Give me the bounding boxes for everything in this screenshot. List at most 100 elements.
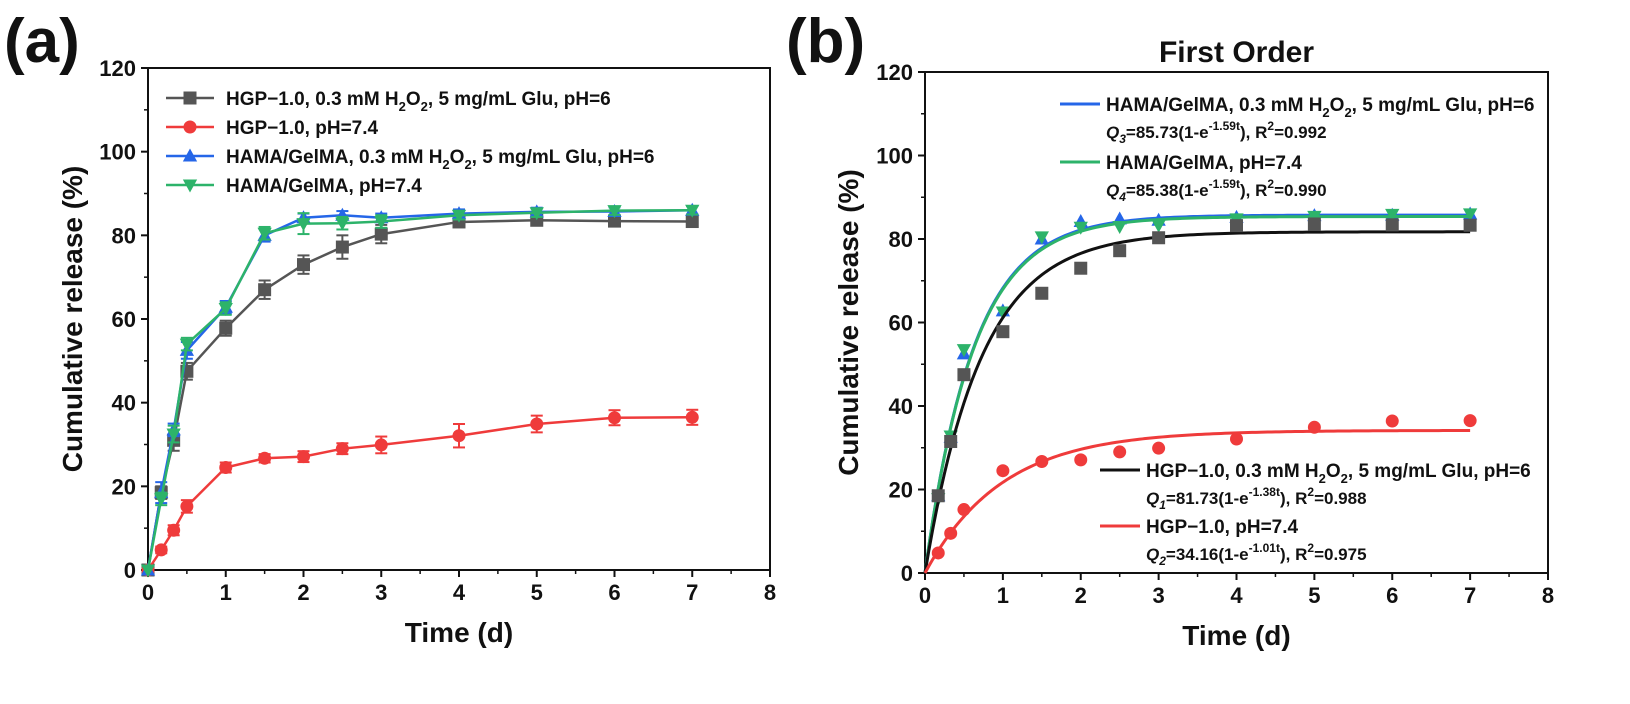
data-point (529, 207, 544, 221)
data-point (957, 503, 971, 517)
x-tick-label: 3 (1153, 583, 1165, 608)
data-point (995, 306, 1011, 320)
eq-q: Q (1106, 123, 1119, 142)
data-point (607, 205, 622, 219)
legend-label: HGP−1.0, 0.3 mM H2O2, 5 mg/mL Glu, pH=6 (226, 89, 611, 114)
data-point (685, 410, 699, 424)
chart-title: First Order (1159, 36, 1314, 69)
legend-label: HGP−1.0, 0.3 mM H2O2, 5 mg/mL Glu, pH=6 (1146, 461, 1531, 486)
legend-text-sub2: 2 (1344, 105, 1351, 120)
legend-text-tail: O (406, 89, 421, 110)
x-tick-label: 7 (1464, 583, 1476, 608)
eq-mid: =34.16(1-e (1166, 545, 1249, 564)
series-line (146, 416, 693, 571)
series-a-3 (140, 204, 700, 578)
series-a-2 (140, 202, 700, 576)
legend-text-tail: O (450, 147, 465, 168)
data-point (1230, 432, 1243, 446)
data-point (530, 417, 544, 431)
y-axis-title: Cumulative release (%) (57, 166, 88, 473)
data-point (956, 344, 972, 358)
y-tick-label: 60 (889, 311, 913, 336)
y-tick-label: 40 (112, 391, 136, 416)
eq-r2-sup: 2 (1307, 541, 1314, 555)
legend-text-main: HGP−1.0, 0.3 mM H (1146, 461, 1319, 482)
legend-text-sub2: 2 (464, 157, 471, 172)
data-point (1463, 414, 1477, 428)
eq-q: Q (1146, 489, 1159, 508)
data-point (219, 461, 233, 475)
eq-index: 3 (1119, 132, 1126, 146)
series-a-0 (141, 213, 699, 577)
data-point (608, 411, 621, 425)
legend-text-end: , 5 mg/mL Glu, pH=6 (1348, 461, 1531, 482)
data-point (1385, 218, 1399, 232)
legend-text-main: HGP−1.0, 0.3 mM H (226, 89, 399, 110)
data-point (297, 258, 310, 272)
data-point (1074, 261, 1088, 275)
y-tick-label: 20 (112, 474, 136, 499)
legend-label: HAMA/GelMA, pH=7.4 (226, 176, 422, 197)
data-point (1152, 441, 1166, 455)
y-tick-label: 60 (112, 307, 136, 332)
eq-q: Q (1106, 181, 1119, 200)
data-point (1073, 221, 1088, 235)
data-point (944, 434, 958, 448)
data-point (154, 493, 169, 507)
eq-r2: =0.988 (1314, 489, 1366, 508)
eq-exponent: -1.01t (1249, 541, 1280, 555)
fit-equation: Q2=34.16(1-e-1.01t), R2=0.975 (1146, 541, 1367, 568)
legend-marker (183, 91, 197, 105)
fit-curve (923, 429, 1471, 574)
y-tick-label: 0 (124, 558, 136, 583)
data-point (1035, 286, 1049, 300)
data-point (1462, 208, 1478, 222)
legend-text-main: HAMA/GelMA, 0.3 mM H (1106, 95, 1322, 116)
x-tick-label: 2 (297, 580, 309, 605)
eq-exponent: -1.38t (1249, 485, 1280, 499)
legend-text-sub: 2 (442, 157, 449, 172)
data-point (1463, 218, 1477, 232)
data-point (1230, 219, 1243, 233)
x-tick-label: 6 (1386, 583, 1398, 608)
eq-end: ), R (1280, 489, 1307, 508)
data-point (1074, 453, 1088, 467)
eq-index: 4 (1118, 190, 1126, 204)
legend-text-main: HGP−1.0, pH=7.4 (1146, 517, 1299, 538)
legend-a: HGP−1.0, 0.3 mM H2O2, 5 mg/mL Glu, pH=6H… (166, 89, 655, 197)
data-point (257, 227, 272, 241)
data-point (957, 368, 971, 382)
eq-end: ), R (1280, 545, 1307, 564)
legend-text-sub2: 2 (1341, 471, 1348, 486)
eq-exponent: -1.59t (1209, 177, 1240, 191)
x-tick-label: 4 (1230, 583, 1243, 608)
x-tick-label: 1 (220, 580, 232, 605)
data-point (1151, 219, 1166, 233)
data-point (1307, 217, 1321, 231)
x-tick-label: 0 (919, 583, 931, 608)
fit-equation: Q1=81.73(1-e-1.38t), R2=0.988 (1146, 485, 1367, 512)
data-point (374, 438, 388, 452)
eq-index: 2 (1158, 554, 1166, 568)
data-point (140, 564, 156, 578)
data-point (179, 338, 195, 352)
data-point (1385, 208, 1400, 222)
eq-r2: =0.990 (1274, 181, 1326, 200)
data-point (1152, 231, 1166, 245)
fit-curve (923, 215, 1471, 574)
legend-marker (182, 148, 198, 162)
data-point (166, 428, 181, 442)
data-point (296, 218, 311, 232)
eq-mid: =85.38(1-e (1126, 181, 1209, 200)
plot-frame (147, 67, 771, 571)
legend-label: HGP−1.0, pH=7.4 (1146, 517, 1299, 538)
legend-label: HAMA/GelMA, pH=7.4 (1106, 153, 1302, 174)
series-line (146, 219, 693, 571)
data-point (180, 499, 194, 513)
data-point (608, 214, 621, 228)
data-point (374, 227, 388, 241)
y-axis-title: Cumulative release (%) (833, 169, 864, 476)
x-tick-label: 8 (764, 580, 776, 605)
